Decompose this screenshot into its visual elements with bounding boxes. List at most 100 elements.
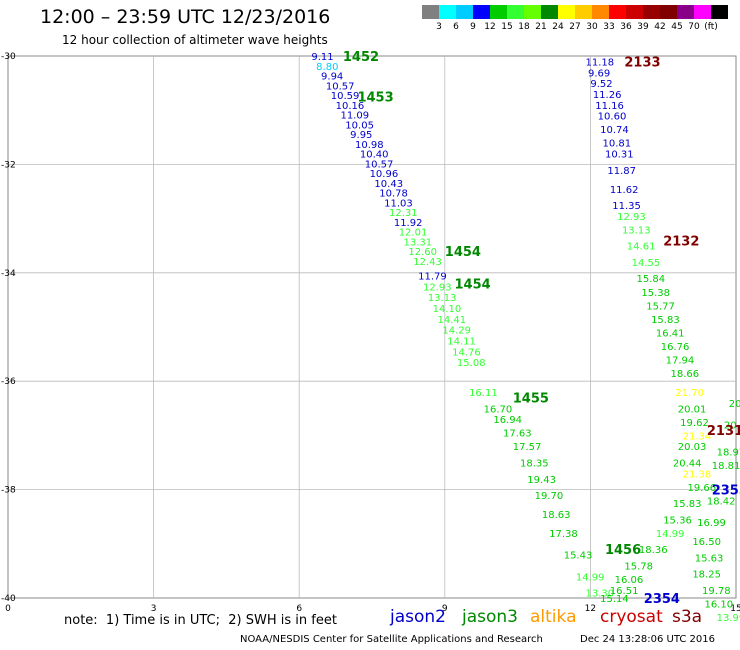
- swh-value-label: 15.83: [673, 499, 702, 510]
- colorbar-swatch: [677, 5, 694, 19]
- swh-value-label: 13.13: [622, 225, 651, 236]
- colorbar-tick-label: 45: [671, 22, 683, 32]
- swh-value-label: 14.10: [433, 304, 462, 315]
- colorbar-tick-label: 21: [535, 22, 547, 32]
- swh-value-label: 11.26: [593, 90, 622, 101]
- swh-value-label: 10.40: [360, 150, 389, 161]
- swh-value-label: 18.25: [692, 570, 721, 581]
- swh-value-label: 17.57: [513, 442, 542, 453]
- swh-value-label: 16.99: [697, 518, 726, 529]
- swh-value-label: 15.63: [695, 553, 724, 564]
- swh-value-label: 10.31: [605, 150, 634, 161]
- swh-value-label: 18.97: [717, 448, 740, 459]
- colorbar-swatch: [541, 5, 558, 19]
- legend-jason2: jason2: [390, 607, 446, 627]
- y-tick-label: -40: [1, 594, 16, 604]
- swh-value-label: 10.16: [336, 101, 365, 112]
- swh-value-label: 11.09: [340, 111, 369, 122]
- swh-value-label: 12.31: [389, 208, 418, 219]
- swh-value-label: 15.36: [663, 515, 692, 526]
- track-label: 2354: [644, 592, 680, 607]
- y-tick-label: -36: [1, 377, 16, 387]
- chart-subtitle: 12 hour collection of altimeter wave hei…: [62, 33, 328, 47]
- colorbar-tick-label: 24: [552, 22, 564, 32]
- x-tick-label: 6: [296, 604, 302, 614]
- legend-jason3: jason3: [462, 607, 518, 627]
- colorbar-tick-label: 42: [654, 22, 666, 32]
- swh-value-label: 17.63: [503, 429, 532, 440]
- track-label: 2133: [624, 55, 660, 70]
- colorbar-tick-label: 39: [637, 22, 649, 32]
- track-label: 1456: [605, 543, 641, 558]
- swh-value-label: 10.60: [598, 112, 627, 123]
- swh-value-label: 14.61: [627, 242, 656, 253]
- track-label: 1453: [357, 91, 393, 106]
- swh-value-label: 14.99: [576, 572, 605, 583]
- swh-value-label: 14.11: [447, 337, 476, 348]
- track-label: 2131: [707, 424, 740, 439]
- swh-value-label: 11.79: [418, 272, 447, 283]
- track-label: 1455: [513, 391, 549, 406]
- y-tick-label: -38: [1, 486, 16, 496]
- colorbar-swatch: [507, 5, 524, 19]
- swh-value-label: 16.11: [469, 388, 498, 399]
- swh-value-label: 18.81: [712, 461, 740, 472]
- colorbar-tick-label: 27: [569, 22, 581, 32]
- colorbar-tick-label: 70: [688, 22, 700, 32]
- swh-value-label: 21.70: [675, 388, 704, 399]
- chart-title: 12:00 – 23:59 UTC 12/23/2016: [40, 6, 331, 28]
- track-label: 1452: [343, 50, 379, 65]
- swh-value-label: 13.31: [404, 237, 433, 248]
- swh-value-label: 13.13: [428, 293, 457, 304]
- colorbar-swatch: [422, 5, 439, 19]
- swh-value-label: 13.99: [717, 613, 740, 624]
- track-label: 2132: [663, 234, 699, 249]
- swh-value-label: 11.92: [394, 218, 423, 229]
- colorbar-swatch: [558, 5, 575, 19]
- swh-value-label: 12.60: [408, 247, 437, 258]
- swh-value-label: 16.41: [656, 328, 685, 339]
- y-tick-label: -34: [1, 269, 16, 279]
- swh-value-label: 21.34: [683, 431, 712, 442]
- swh-value-label: 19.70: [535, 491, 564, 502]
- swh-value-label: 20.03: [678, 442, 707, 453]
- swh-value-label: 18.63: [542, 510, 571, 521]
- swh-value-label: 11.62: [610, 185, 639, 196]
- credit-line: NOAA/NESDIS Center for Satellite Applica…: [240, 634, 543, 645]
- swh-value-label: 16.76: [661, 342, 690, 353]
- swh-value-label: 8.80: [316, 62, 338, 73]
- track-label: 1454: [455, 278, 491, 293]
- colorbar-swatch: [473, 5, 490, 19]
- x-tick-label: 9: [442, 604, 448, 614]
- colorbar-swatch: [524, 5, 541, 19]
- swh-value-label: 17.38: [549, 529, 578, 540]
- colorbar-swatch: [439, 5, 456, 19]
- swh-value-label: 14.41: [438, 315, 467, 326]
- swh-value-label: 18.42: [707, 496, 736, 507]
- swh-value-label: 9.95: [350, 130, 372, 141]
- swh-value-label: 9.94: [321, 72, 343, 83]
- swh-value-label: 11.03: [384, 198, 413, 209]
- swh-value-label: 10.43: [374, 179, 403, 190]
- colorbar-tick-label: 9: [470, 22, 476, 32]
- colorbar-tick-label: 18: [518, 22, 530, 32]
- swh-value-label: 16.06: [615, 575, 644, 586]
- plot-frame: [7, 55, 737, 599]
- swh-value-label: 19.78: [702, 586, 731, 597]
- x-tick-label: 0: [5, 604, 11, 614]
- swh-value-label: 10.05: [345, 120, 374, 131]
- swh-value-label: 21.38: [683, 469, 712, 480]
- swh-value-label: 10.98: [355, 140, 384, 151]
- colorbar-swatch: [609, 5, 626, 19]
- swh-value-label: 14.76: [452, 347, 481, 358]
- colorbar-swatch: [575, 5, 592, 19]
- swh-value-label: 15.38: [641, 288, 670, 299]
- swh-value-label: 14.99: [656, 529, 685, 540]
- swh-value-label: 15.78: [624, 561, 653, 572]
- swh-value-label: 20.44: [673, 459, 702, 470]
- colorbar-swatch: [694, 5, 711, 19]
- colorbar-tick-label: 33: [603, 22, 615, 32]
- swh-value-label: 11.35: [612, 201, 641, 212]
- swh-value-label: 16.94: [493, 415, 522, 426]
- legend-altika: altika: [530, 607, 577, 627]
